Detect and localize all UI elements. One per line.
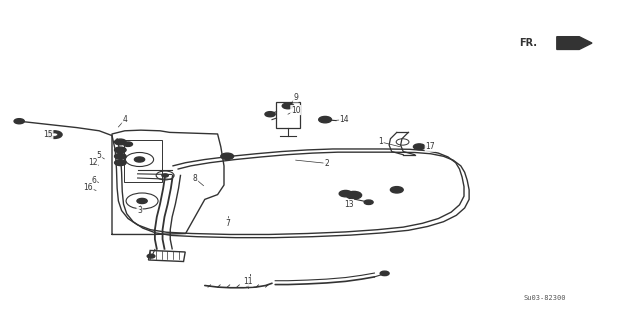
Bar [124,140,162,182]
Bar [276,102,300,128]
Text: 6: 6 [92,176,97,185]
Text: 2: 2 [324,159,329,168]
Text: 12: 12 [88,158,97,167]
Circle shape [380,271,389,276]
Text: 4: 4 [122,115,127,124]
Circle shape [124,142,132,146]
FancyArrow shape [557,37,592,49]
Circle shape [390,187,403,193]
Circle shape [47,131,62,138]
Circle shape [115,160,126,166]
Text: Su03-82300: Su03-82300 [524,295,566,301]
Circle shape [364,200,373,204]
Text: 1: 1 [378,137,383,146]
Text: 11: 11 [244,277,253,286]
Text: 13: 13 [344,200,354,209]
Circle shape [115,139,126,145]
Circle shape [319,116,332,123]
Bar [148,250,185,262]
Circle shape [115,153,126,159]
Circle shape [137,198,147,204]
Text: 14: 14 [339,115,349,124]
Text: 15: 15 [43,130,53,139]
Circle shape [147,254,155,258]
Text: 5: 5 [97,151,102,160]
Text: 16: 16 [83,183,93,192]
Circle shape [134,157,145,162]
Text: FR.: FR. [520,38,538,48]
Circle shape [346,191,362,199]
Circle shape [14,119,24,124]
Circle shape [51,133,58,136]
Text: 3: 3 [137,206,142,215]
Text: 9: 9 [293,93,298,102]
Circle shape [162,174,168,177]
Circle shape [413,144,425,150]
Text: 7: 7 [225,219,230,228]
Text: 10: 10 [291,106,301,115]
Circle shape [282,103,294,109]
Circle shape [221,153,234,160]
Text: 8: 8 [193,174,198,183]
Text: 17: 17 [425,142,435,151]
Circle shape [115,147,126,153]
Circle shape [265,112,275,117]
Circle shape [339,190,352,197]
